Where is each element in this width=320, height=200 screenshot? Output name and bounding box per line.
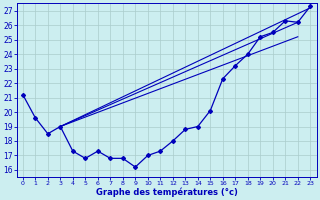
X-axis label: Graphe des températures (°c): Graphe des températures (°c) <box>96 187 237 197</box>
